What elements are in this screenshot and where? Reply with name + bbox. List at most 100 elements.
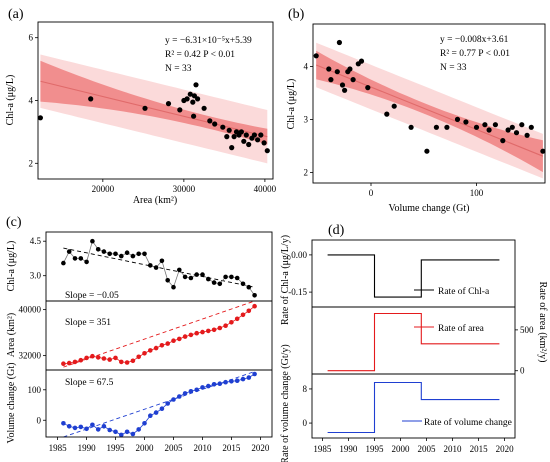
panel-c-chla-point-27: [217, 281, 223, 287]
panel-c-volume-point-9: [113, 429, 118, 435]
panel-d-volume-ytick-label-0: 8: [303, 384, 308, 394]
panel-c-xtick-label-5: 2010: [193, 443, 212, 453]
panel-b-ytick-label-1: 3: [304, 114, 309, 124]
panel-d-xtick-label-7: 2020: [496, 444, 515, 454]
panel-c-area-point-19: [171, 338, 176, 344]
panel-c-area-point-15: [148, 348, 153, 353]
panel-b-point-21: [473, 124, 480, 130]
panel-c-area-point-33: [252, 303, 257, 309]
panel-a-bands: [40, 54, 268, 164]
panel-a-points: [37, 82, 270, 154]
panel-d-frame: [311, 239, 516, 439]
panel-c-area-point-18: [165, 341, 170, 346]
panel-c-area-point-13: [136, 354, 141, 360]
panel-c-area-point-16: [153, 345, 159, 351]
panel-b-point-20: [463, 119, 469, 125]
panel-a-point-1: [88, 96, 94, 102]
panel-c-chla-point-29: [229, 274, 234, 280]
panel-c-area-point-25: [206, 328, 211, 334]
panel-b-point-28: [513, 130, 520, 136]
panel-c-volume-point-17: [159, 406, 165, 412]
panel-c-chla-point-2: [72, 256, 78, 261]
panel-d-ticks: 0.00 -0.15 500 0 8 0 1985 1990 1995 2000 2005 2010 2…: [288, 250, 534, 454]
panel-b-point-19: [454, 116, 461, 122]
panel-b-ylabel: Chl-a (μg/L): [286, 79, 297, 130]
panel-c-xtick-label-7: 2020: [251, 443, 270, 453]
panel-a-point-23: [238, 129, 244, 135]
panel-d-area-ytick-label-1: 0: [520, 366, 525, 376]
panel-c-chla-point-9: [113, 251, 118, 257]
panel-c-volume-point-29: [229, 379, 234, 384]
panel-c-volume-point-19: [171, 397, 176, 402]
panel-a-ytick-label-1: 4: [29, 96, 34, 106]
panel-c-area-point-8: [107, 357, 112, 362]
panel-c-frame: [45, 231, 273, 438]
panel-c-area-ytick-label-1: 32000: [19, 351, 42, 361]
panel-c-ylabel-area: Area (km²): [6, 313, 17, 357]
panel-c-area-point-17: [159, 343, 165, 348]
panel-d-ylabel-area: Rate of area (km²/y): [537, 281, 548, 362]
panel-d-xtick-label-5: 2010: [444, 444, 463, 454]
panel-c-chla-point-5: [90, 238, 95, 244]
panel-c-chla-point-28: [223, 274, 228, 280]
panel-c-area-point-5: [90, 353, 95, 359]
panel-b-fit-line: [315, 64, 544, 157]
panel-c-chla-point-10: [119, 253, 124, 259]
panel-b-point-32: [540, 148, 546, 154]
panel-c-area-point-31: [240, 312, 246, 318]
panel-c-volume-point-27: [217, 381, 223, 387]
panel-a-ytick-label-2: 6: [29, 33, 34, 43]
panel-c-series: [61, 238, 257, 438]
panel-b-point-30: [524, 132, 530, 138]
panel-c-chla-point-8: [107, 251, 112, 257]
panel-c-volume-point-33: [252, 371, 257, 377]
panel-c-volume-point-32: [246, 375, 252, 380]
panel-a-point-3: [165, 101, 172, 107]
panel-c-volume-point-2: [72, 425, 78, 431]
panel-a-point-24: [241, 138, 247, 144]
panel-b-points: [313, 39, 546, 154]
panel-b-point-29: [519, 122, 525, 128]
panel-a-point-6: [184, 96, 190, 102]
panel-c-chla-point-13: [136, 251, 141, 257]
panel-c-ticks: 4.5 3.0 40000 32000 100 0 1985 1990 1995 2000 2005…: [19, 236, 270, 453]
panel-c-chla-point-12: [130, 253, 136, 259]
panel-d-xtick-label-6: 2015: [470, 444, 489, 454]
panel-c-volume-point-8: [107, 427, 112, 433]
panel-d-xtick-label-1: 1990: [339, 444, 358, 454]
panel-a-point-20: [231, 134, 237, 140]
panel-c-area-point-26: [211, 327, 217, 333]
panel-c-chla-point-32: [246, 284, 252, 290]
panel-c-slope-area: Slope = 351: [65, 318, 111, 328]
panel-c-volume-point-14: [142, 421, 147, 426]
panel-c-area-point-1: [66, 360, 72, 366]
panel-d-ylabel-chla: Rate of Chl-a (μg/L/y): [280, 235, 291, 325]
panel-a-point-2: [142, 105, 148, 111]
panel-d: (d) 0.00 -0.15 500 0 8 0 1985 1990 1995 2000 2005 2…: [280, 223, 548, 462]
panel-c-xtick-label-3: 2000: [136, 443, 155, 453]
panel-b-point-4: [336, 39, 342, 46]
panel-c-chla-point-25: [206, 276, 211, 282]
panel-c-chla-point-24: [200, 272, 205, 277]
panel-c-area-point-20: [177, 336, 182, 342]
panel-a-ylabel: Chl-a (μg/L): [5, 75, 16, 126]
panel-a-point-15: [212, 121, 218, 127]
panel-a-fit-line: [40, 80, 268, 138]
panel-c-area-point-27: [217, 325, 223, 331]
panel-c-volume-point-26: [211, 382, 217, 387]
panel-c-xtick-label-4: 2005: [164, 443, 183, 453]
panel-c-chla-point-18: [165, 278, 170, 283]
panel-c-chla-point-11: [124, 250, 130, 255]
panel-a-point-4: [177, 107, 183, 113]
panel-c-volume-point-5: [90, 422, 95, 428]
panel-c-volume-point-25: [206, 383, 211, 389]
panel-b-xtick-label-0: 0: [369, 188, 374, 198]
panel-a-point-16: [220, 124, 226, 130]
panel-c-area-point-2: [72, 359, 78, 365]
panel-c-area-point-3: [78, 357, 84, 363]
panel-b-point-24: [492, 122, 498, 128]
panel-d-area-ytick-label-0: 500: [520, 325, 534, 335]
panel-a-point-17: [224, 134, 230, 140]
panel-b-n: N = 33: [440, 63, 467, 73]
panel-c-area-point-24: [200, 329, 205, 335]
